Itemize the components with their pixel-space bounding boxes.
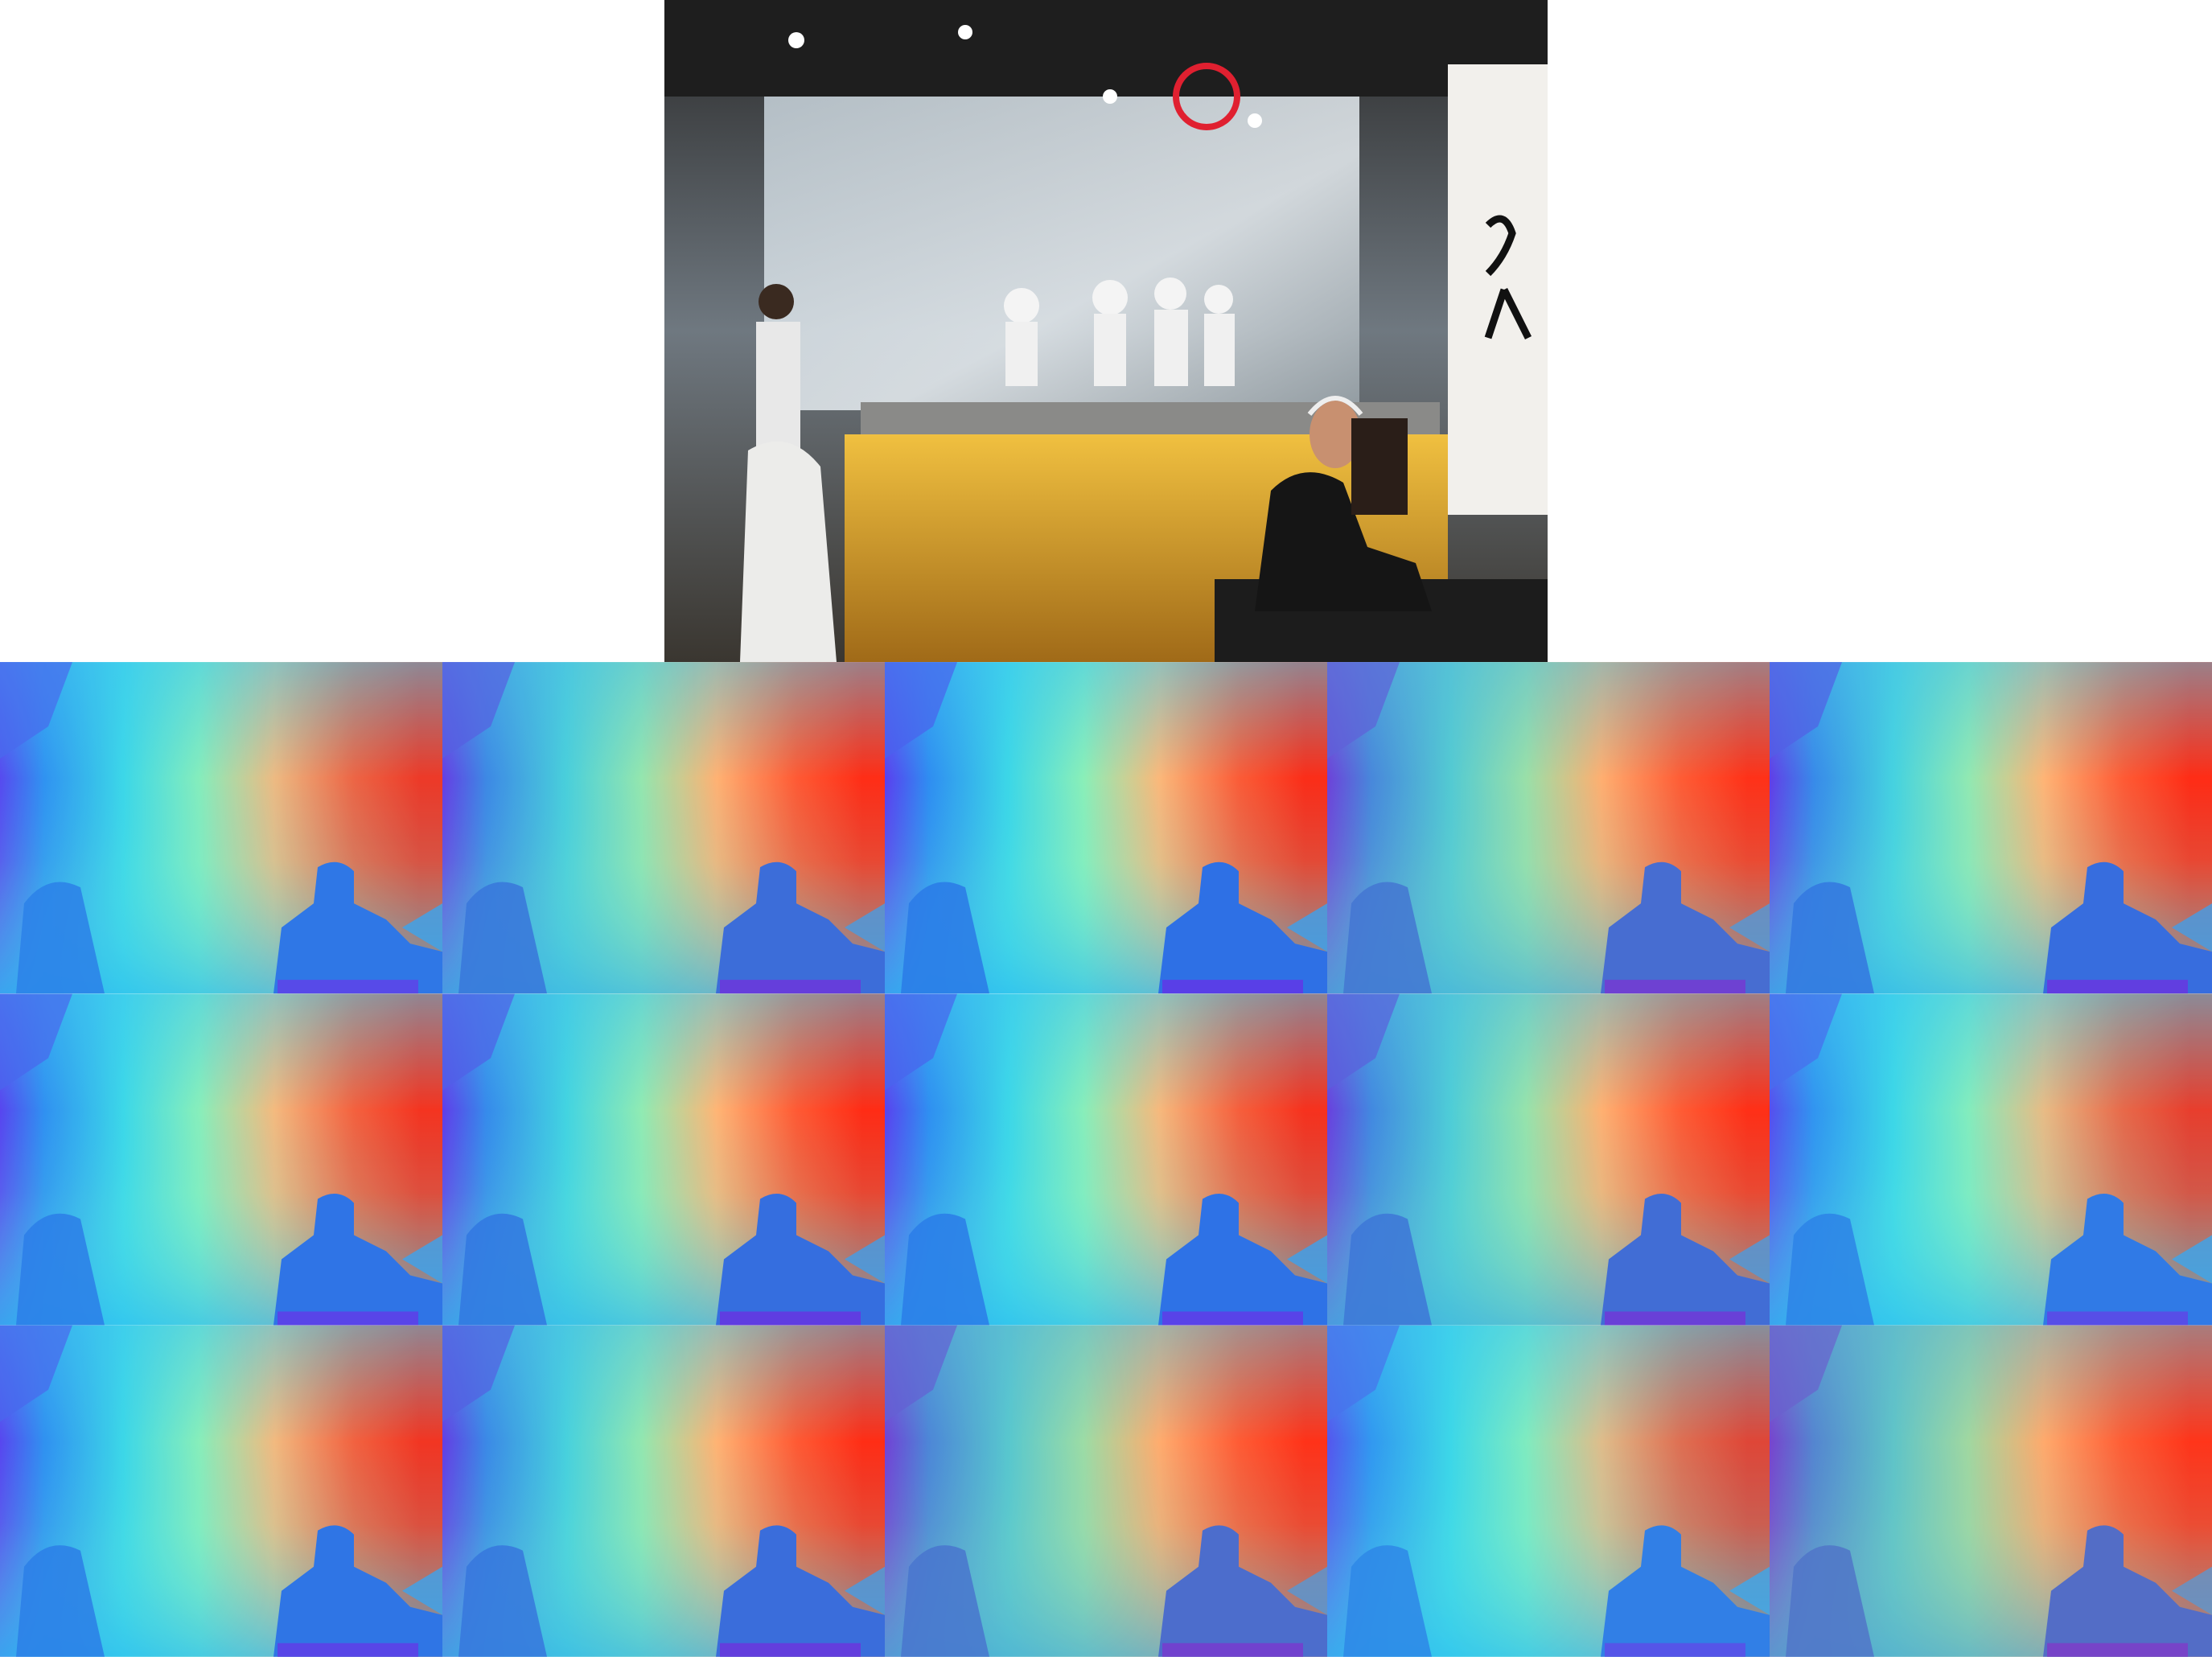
depth-map xyxy=(1770,662,2212,994)
depth-map xyxy=(442,993,885,1326)
depth-map xyxy=(885,1325,1327,1657)
depth-map xyxy=(1770,1325,2212,1657)
headband xyxy=(1307,396,1363,416)
depth-tint xyxy=(1327,993,1770,1326)
ceiling-light xyxy=(1103,89,1117,104)
depth-map xyxy=(1770,993,2212,1326)
chair xyxy=(1351,418,1408,515)
depth-map xyxy=(0,993,442,1326)
cooks xyxy=(756,278,1235,450)
ceiling-light xyxy=(958,25,972,39)
depth-map xyxy=(442,662,885,994)
depth-tint xyxy=(885,1325,1327,1657)
calligraphy xyxy=(1484,215,1532,340)
depth-tint xyxy=(1770,993,2212,1326)
depth-map xyxy=(1327,662,1770,994)
stacked-chairs xyxy=(740,441,837,662)
ceiling-light xyxy=(1248,113,1262,128)
red-sign xyxy=(1173,63,1240,130)
diner xyxy=(1255,472,1432,611)
depth-map xyxy=(1327,1325,1770,1657)
depth-map-grid xyxy=(0,662,2212,1657)
depth-tint xyxy=(442,993,885,1325)
banner xyxy=(1448,64,1548,515)
ceiling xyxy=(664,0,1548,97)
depth-map xyxy=(0,1325,442,1657)
depth-tint xyxy=(1770,662,2212,994)
depth-tint xyxy=(0,662,442,994)
depth-map xyxy=(442,1325,885,1657)
diner-face xyxy=(1310,401,1361,468)
depth-tint xyxy=(1770,1325,2212,1657)
photo xyxy=(664,0,1548,662)
depth-map xyxy=(0,662,442,994)
depth-tint xyxy=(885,993,1327,1326)
depth-tint xyxy=(885,662,1327,993)
depth-tint xyxy=(0,993,442,1326)
depth-tint xyxy=(442,1325,885,1657)
depth-tint xyxy=(1327,1325,1770,1657)
ceiling-light xyxy=(788,32,804,48)
depth-tint xyxy=(442,662,885,994)
depth-map xyxy=(885,993,1327,1326)
depth-tint xyxy=(0,1325,442,1657)
kitchen-window xyxy=(764,88,1359,410)
depth-map xyxy=(885,662,1327,994)
depth-map xyxy=(1327,993,1770,1326)
depth-tint xyxy=(1327,662,1770,994)
